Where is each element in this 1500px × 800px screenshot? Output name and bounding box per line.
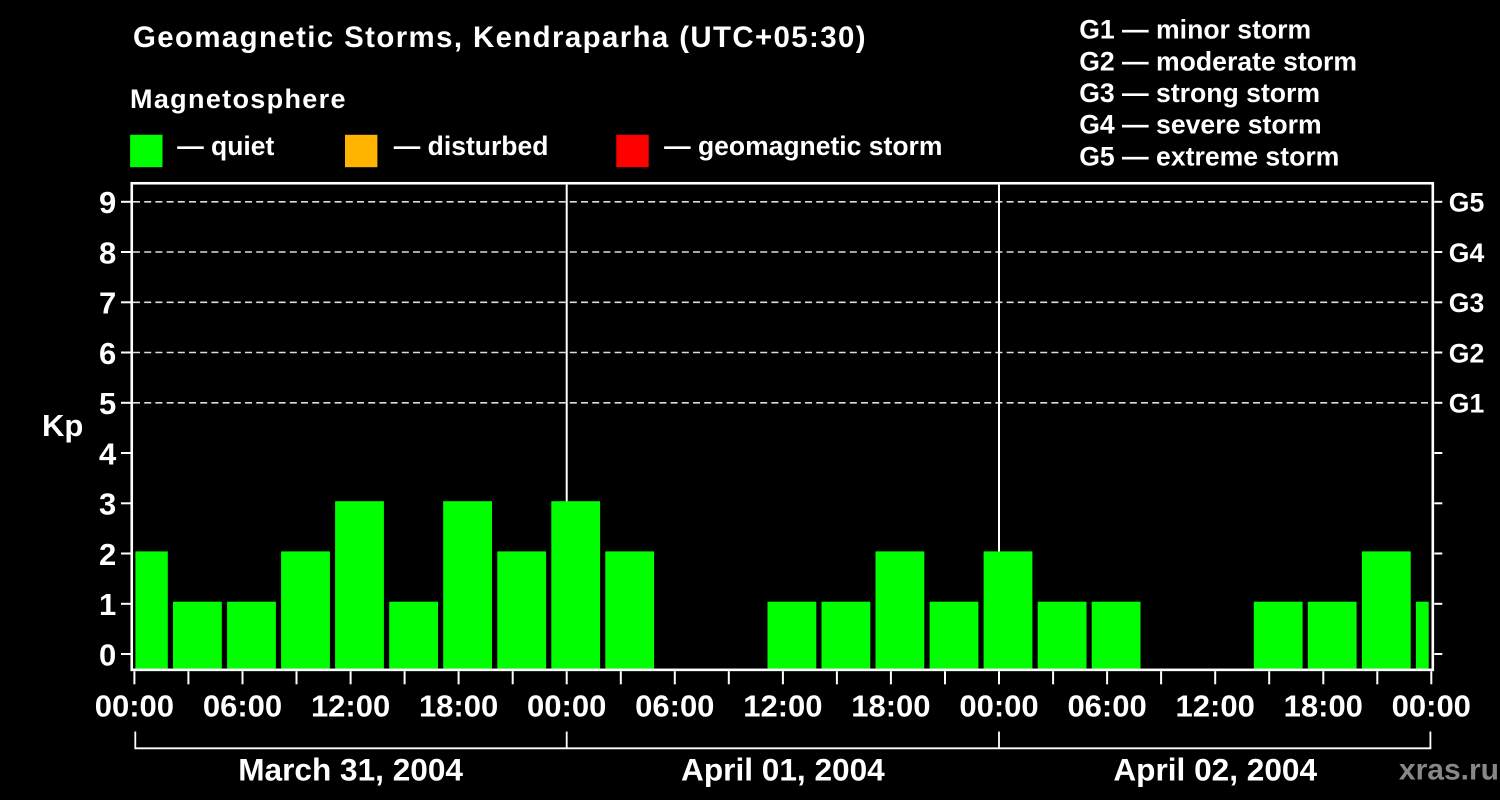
svg-text:0: 0 (99, 637, 116, 672)
svg-text:G4: G4 (1449, 238, 1485, 268)
svg-text:3: 3 (99, 487, 116, 522)
svg-text:12:00: 12:00 (743, 688, 822, 723)
svg-text:12:00: 12:00 (1176, 688, 1255, 723)
svg-text:Kp: Kp (42, 408, 83, 443)
svg-text:00:00: 00:00 (959, 688, 1038, 723)
svg-text:G3 — strong storm: G3 — strong storm (1079, 78, 1320, 108)
svg-text:G5: G5 (1449, 188, 1485, 218)
svg-text:G4 — severe storm: G4 — severe storm (1079, 110, 1321, 140)
svg-text:06:00: 06:00 (203, 688, 282, 723)
svg-text:— quiet: — quiet (177, 131, 274, 161)
svg-text:12:00: 12:00 (311, 688, 390, 723)
svg-text:G2 — moderate storm: G2 — moderate storm (1079, 46, 1357, 76)
svg-text:— disturbed: — disturbed (394, 131, 549, 161)
svg-text:— geomagnetic storm: — geomagnetic storm (664, 131, 942, 161)
svg-text:G2: G2 (1449, 338, 1484, 368)
svg-text:18:00: 18:00 (1284, 688, 1363, 723)
svg-text:4: 4 (99, 436, 117, 471)
svg-text:G5 — extreme storm: G5 — extreme storm (1079, 141, 1339, 171)
svg-text:5: 5 (99, 386, 116, 421)
svg-text:2: 2 (99, 537, 116, 572)
svg-text:00:00: 00:00 (95, 688, 174, 723)
svg-text:18:00: 18:00 (851, 688, 930, 723)
svg-text:8: 8 (99, 235, 116, 270)
svg-text:18:00: 18:00 (419, 688, 498, 723)
svg-text:Magnetosphere: Magnetosphere (130, 84, 347, 114)
svg-text:G1: G1 (1449, 389, 1485, 419)
svg-text:March 31, 2004: March 31, 2004 (238, 752, 463, 788)
svg-text:xras.ru: xras.ru (1399, 754, 1499, 787)
svg-text:6: 6 (99, 336, 116, 371)
svg-text:7: 7 (99, 286, 116, 321)
svg-text:April 01, 2004: April 01, 2004 (681, 752, 885, 788)
svg-text:9: 9 (99, 185, 116, 220)
svg-text:Geomagnetic Storms, Kendraparh: Geomagnetic Storms, Kendraparha (UTC+05:… (133, 21, 867, 54)
svg-text:April 02, 2004: April 02, 2004 (1113, 752, 1317, 788)
svg-text:06:00: 06:00 (1067, 688, 1146, 723)
svg-text:G3: G3 (1449, 288, 1484, 318)
svg-text:1: 1 (99, 587, 116, 622)
svg-text:00:00: 00:00 (1392, 688, 1471, 723)
svg-text:G1 — minor storm: G1 — minor storm (1079, 15, 1311, 45)
svg-text:00:00: 00:00 (527, 688, 606, 723)
svg-text:06:00: 06:00 (635, 688, 714, 723)
